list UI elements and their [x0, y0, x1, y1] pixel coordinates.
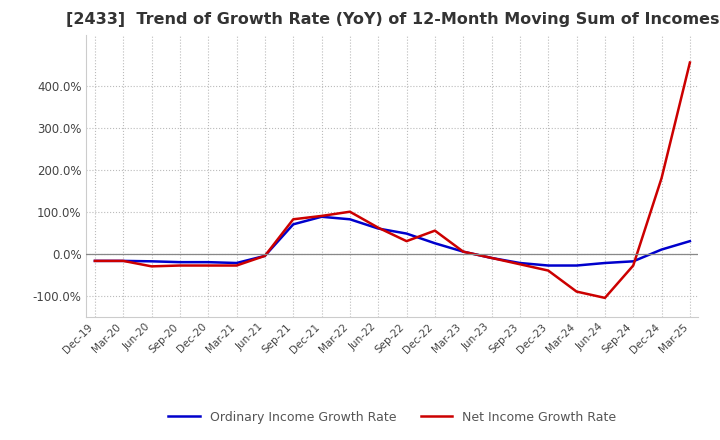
Net Income Growth Rate — [204, 263, 212, 268]
Legend: Ordinary Income Growth Rate, Net Income Growth Rate: Ordinary Income Growth Rate, Net Income … — [163, 406, 621, 429]
Ordinary Income Growth Rate — [289, 222, 297, 227]
Ordinary Income Growth Rate — [119, 258, 127, 264]
Net Income Growth Rate — [516, 262, 524, 267]
Line: Ordinary Income Growth Rate: Ordinary Income Growth Rate — [95, 217, 690, 265]
Net Income Growth Rate — [148, 264, 156, 269]
Ordinary Income Growth Rate — [685, 238, 694, 244]
Net Income Growth Rate — [289, 216, 297, 222]
Ordinary Income Growth Rate — [572, 263, 581, 268]
Ordinary Income Growth Rate — [204, 260, 212, 265]
Ordinary Income Growth Rate — [261, 253, 269, 258]
Net Income Growth Rate — [402, 238, 411, 244]
Ordinary Income Growth Rate — [91, 258, 99, 264]
Net Income Growth Rate — [544, 268, 552, 273]
Ordinary Income Growth Rate — [516, 260, 524, 266]
Ordinary Income Growth Rate — [629, 259, 637, 264]
Line: Net Income Growth Rate: Net Income Growth Rate — [95, 62, 690, 298]
Ordinary Income Growth Rate — [318, 214, 326, 220]
Ordinary Income Growth Rate — [233, 260, 241, 266]
Ordinary Income Growth Rate — [544, 263, 552, 268]
Net Income Growth Rate — [459, 249, 467, 254]
Ordinary Income Growth Rate — [346, 216, 354, 222]
Ordinary Income Growth Rate — [148, 259, 156, 264]
Net Income Growth Rate — [119, 258, 127, 264]
Net Income Growth Rate — [487, 255, 496, 260]
Net Income Growth Rate — [600, 295, 609, 301]
Net Income Growth Rate — [261, 253, 269, 258]
Net Income Growth Rate — [91, 258, 99, 264]
Net Income Growth Rate — [431, 228, 439, 233]
Ordinary Income Growth Rate — [374, 226, 382, 231]
Net Income Growth Rate — [657, 176, 666, 181]
Ordinary Income Growth Rate — [459, 249, 467, 254]
Net Income Growth Rate — [233, 263, 241, 268]
Ordinary Income Growth Rate — [657, 247, 666, 252]
Ordinary Income Growth Rate — [176, 260, 184, 265]
Ordinary Income Growth Rate — [431, 241, 439, 246]
Net Income Growth Rate — [629, 263, 637, 268]
Net Income Growth Rate — [685, 60, 694, 65]
Ordinary Income Growth Rate — [600, 260, 609, 266]
Net Income Growth Rate — [176, 263, 184, 268]
Ordinary Income Growth Rate — [402, 231, 411, 236]
Net Income Growth Rate — [318, 213, 326, 219]
Net Income Growth Rate — [374, 225, 382, 230]
Net Income Growth Rate — [346, 209, 354, 214]
Title: [2433]  Trend of Growth Rate (YoY) of 12-Month Moving Sum of Incomes: [2433] Trend of Growth Rate (YoY) of 12-… — [66, 12, 719, 27]
Net Income Growth Rate — [572, 289, 581, 294]
Ordinary Income Growth Rate — [487, 255, 496, 260]
